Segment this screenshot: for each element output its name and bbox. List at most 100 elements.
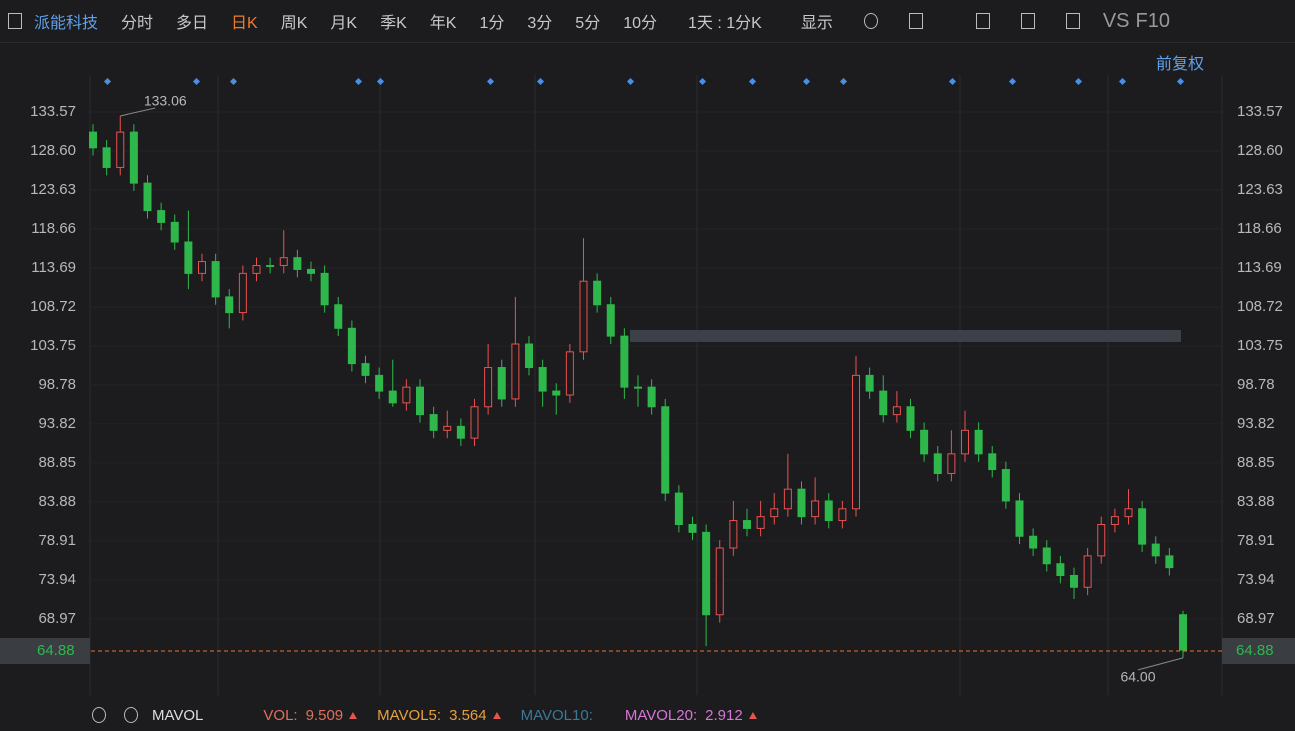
tab[interactable]: 周K <box>280 15 308 32</box>
marker[interactable] <box>802 77 811 86</box>
marker[interactable] <box>536 77 545 86</box>
candle-body <box>852 374 860 510</box>
marker[interactable] <box>1074 77 1083 86</box>
marker[interactable] <box>839 77 848 86</box>
marker[interactable] <box>192 77 201 86</box>
period[interactable]: 1天 : 1分K <box>688 15 762 32</box>
marker[interactable] <box>354 77 363 86</box>
toolbar: 派能科技 分时 多日 日K 周K 月K 季K 年K 1分 3分 5分 10分 1… <box>0 0 1295 43</box>
marker[interactable] <box>1118 77 1127 86</box>
marker[interactable] <box>103 77 112 86</box>
candle-body <box>1179 614 1187 651</box>
y-tick-label-right: 73.94 <box>1237 571 1275 588</box>
tab[interactable]: 5分 <box>575 15 601 32</box>
tab[interactable]: 10分 <box>623 15 658 32</box>
candle-body <box>279 257 288 267</box>
indicator-name[interactable]: MAVOL <box>152 706 204 724</box>
candle-body <box>1042 547 1051 565</box>
tab[interactable]: 多日 <box>176 15 209 32</box>
sidebar-toggle[interactable] <box>8 13 22 29</box>
settings-icon[interactable] <box>863 13 878 29</box>
candle-body <box>361 363 370 376</box>
indicator-bar: MAVOL VOL: 9.509 MAVOL5: 3.564 MAVOL10: MAVOL… <box>0 700 1295 730</box>
candle-body <box>129 131 138 184</box>
candle-body <box>974 429 983 455</box>
candle-body <box>620 335 629 388</box>
marker[interactable] <box>1008 77 1017 86</box>
candle-body <box>961 429 969 455</box>
candle-body <box>293 257 302 270</box>
candle-body <box>865 374 874 392</box>
candle-body <box>1029 535 1038 549</box>
candle-body <box>211 261 220 298</box>
tab[interactable]: 1分 <box>479 15 505 32</box>
candle-body <box>334 304 343 329</box>
tab[interactable]: 月K <box>330 15 358 32</box>
y-tick-label: 88.85 <box>38 454 76 471</box>
marker[interactable] <box>486 77 495 86</box>
y-tick-label: 78.91 <box>38 532 76 549</box>
candle-body <box>307 268 315 274</box>
y-tick-label-right: 118.66 <box>1237 220 1282 237</box>
y-tick-label: 93.82 <box>38 415 76 432</box>
marker[interactable] <box>376 77 385 86</box>
candle-body <box>1124 508 1133 518</box>
candle-body <box>634 386 642 389</box>
marker[interactable] <box>229 77 238 86</box>
candle-body <box>606 304 615 337</box>
candle-body <box>552 390 561 396</box>
y-tick-label: 83.88 <box>38 493 76 510</box>
candle-body <box>565 351 574 396</box>
y-tick-label-right: 93.82 <box>1237 415 1275 432</box>
tab[interactable]: 3分 <box>527 15 553 32</box>
candle-body <box>674 492 683 525</box>
tab[interactable]: 年K <box>429 15 457 32</box>
tab[interactable]: 季K <box>380 15 407 32</box>
box-icon[interactable] <box>908 13 923 29</box>
tab[interactable]: 分时 <box>121 15 154 32</box>
candle-body <box>770 508 779 518</box>
edit-icon[interactable] <box>1020 13 1035 29</box>
marker[interactable] <box>698 77 707 86</box>
f10[interactable]: F10 <box>1135 9 1170 32</box>
y-tick-label: 73.94 <box>38 571 76 588</box>
marker[interactable] <box>1176 77 1185 86</box>
y-tick-label-right: 133.57 <box>1237 103 1283 120</box>
candle-body <box>456 425 465 439</box>
indicator-value: 2.912 <box>705 706 743 724</box>
marker[interactable] <box>948 77 957 86</box>
candle-body <box>743 520 751 529</box>
marker[interactable] <box>626 77 635 86</box>
candle-body <box>702 531 711 616</box>
vs[interactable]: VS <box>1102 9 1130 32</box>
up-arrow <box>492 711 501 719</box>
candle-body <box>1165 555 1174 569</box>
candle-body <box>266 265 275 268</box>
expand-icon[interactable] <box>1065 13 1080 29</box>
candle-body <box>661 406 670 494</box>
settings-icon[interactable] <box>92 707 106 723</box>
close-icon[interactable] <box>124 707 138 723</box>
indicator-value: 3.564 <box>449 706 487 724</box>
up-arrow <box>748 711 757 719</box>
candle-body <box>252 265 261 274</box>
y-tick-label-right: 103.75 <box>1237 337 1283 354</box>
y-tick-label-right: 98.78 <box>1237 376 1275 393</box>
stock-name[interactable]: 派能科技 <box>34 15 99 32</box>
candle-body <box>688 523 697 533</box>
candle-body <box>879 390 888 416</box>
candle-body <box>402 386 411 404</box>
chart: 133.57 133.57 128.60 128.60 123.63 123.63 118.… <box>0 75 1295 695</box>
y-tick-label: 103.75 <box>30 337 76 354</box>
tab-active[interactable]: 日K <box>231 15 258 32</box>
candle-body <box>320 272 329 306</box>
candle-body <box>198 261 206 274</box>
display[interactable]: 显示 <box>800 15 833 32</box>
camera-icon[interactable] <box>975 13 990 29</box>
y-tick-label: 128.60 <box>30 142 76 159</box>
candle-body <box>225 296 234 314</box>
marker[interactable] <box>748 77 757 86</box>
adjust[interactable]: 前复权 <box>1156 56 1205 73</box>
y-tick-label-right: 88.85 <box>1237 454 1275 471</box>
